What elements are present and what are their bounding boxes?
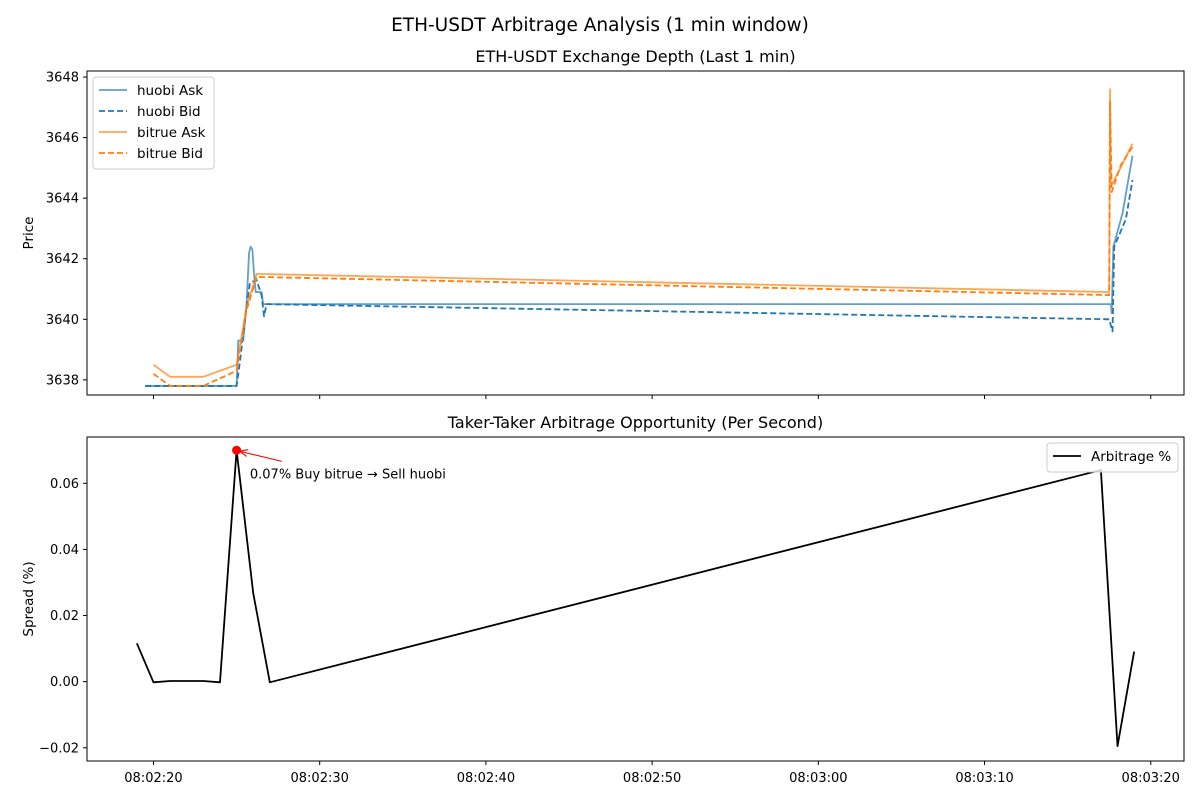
y-tick-label: 3648 xyxy=(46,71,79,86)
x-tick-label: 08:02:40 xyxy=(457,771,515,786)
annotation-marker xyxy=(232,445,242,455)
series-line-bitrue-bid xyxy=(152,100,1134,387)
series-line-arbitrage xyxy=(136,449,1136,748)
legend-label: huobi Bid xyxy=(137,104,201,120)
series-line-huobi-ask xyxy=(145,155,1134,387)
y-tick-label: 3644 xyxy=(46,192,79,207)
arbitrage-spread-chart: Taker-Taker Arbitrage Opportunity (Per S… xyxy=(21,413,1185,786)
legend-label: bitrue Ask xyxy=(137,125,206,141)
x-tick-label: 08:03:10 xyxy=(955,771,1013,786)
legend-box xyxy=(92,76,215,170)
y-tick-label: 0.00 xyxy=(50,675,79,690)
y-tick-label: 3640 xyxy=(46,313,79,328)
axes-frame xyxy=(86,70,1185,396)
legend-box xyxy=(1046,442,1179,473)
price-depth-chart: ETH-USDT Exchange Depth (Last 1 min) Pric… xyxy=(21,47,1185,399)
annotation-text: 0.07% Buy bitrue → Sell huobi xyxy=(250,467,446,482)
y-axis-label: Price xyxy=(21,217,37,250)
y-tick-label: 3638 xyxy=(46,373,79,388)
series-line-huobi-bid xyxy=(145,179,1134,387)
y-tick-label: 0.02 xyxy=(50,609,79,624)
y-axis-label: Spread (%) xyxy=(21,561,37,636)
series-line-bitrue-ask xyxy=(152,88,1134,378)
chart-title: Taker-Taker Arbitrage Opportunity (Per S… xyxy=(447,413,823,432)
x-tick-label: 08:02:20 xyxy=(124,771,182,786)
x-tick-label: 08:02:50 xyxy=(623,771,681,786)
y-tick-label: 0.04 xyxy=(50,543,79,558)
y-tick-label: −0.02 xyxy=(39,741,79,756)
legend: Arbitrage % xyxy=(1046,442,1179,473)
y-tick-label: 3646 xyxy=(46,131,79,146)
legend: huobi Ask huobi Bid bitrue Ask bitrue Bid xyxy=(92,76,215,170)
x-tick-label: 08:03:20 xyxy=(1122,771,1180,786)
figure-suptitle: ETH-USDT Arbitrage Analysis (1 min windo… xyxy=(391,15,809,36)
x-tick-label: 08:02:30 xyxy=(291,771,349,786)
plot-area xyxy=(145,88,1134,387)
axes-frame xyxy=(86,436,1185,762)
legend-label: Arbitrage % xyxy=(1091,449,1171,465)
legend-label: huobi Ask xyxy=(137,83,203,99)
x-tick-label: 08:03:00 xyxy=(789,771,847,786)
plot-area xyxy=(136,449,1136,748)
y-tick-label: 0.06 xyxy=(50,477,79,492)
chart-title: ETH-USDT Exchange Depth (Last 1 min) xyxy=(475,47,795,66)
legend-label: bitrue Bid xyxy=(137,146,203,162)
y-tick-label: 3642 xyxy=(46,252,79,267)
annotation-arrow xyxy=(239,450,283,462)
